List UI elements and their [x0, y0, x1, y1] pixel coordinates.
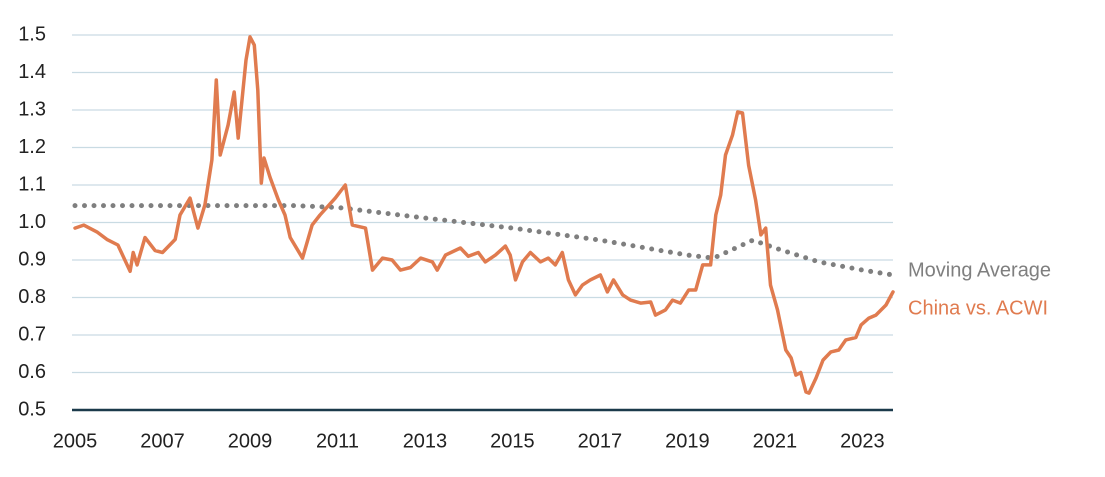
y-tick-label: 0.9: [18, 248, 46, 270]
x-tick-label: 2017: [578, 430, 623, 452]
y-tick-label: 1.0: [18, 211, 46, 233]
series-line: [73, 35, 895, 395]
legend-label: China vs. ACWI: [908, 297, 1048, 319]
y-tick-label: 1.1: [18, 173, 46, 195]
x-tick-label: 2023: [840, 430, 885, 452]
y-tick-label: 0.5: [18, 398, 46, 420]
x-tick-label: 2019: [665, 430, 710, 452]
y-tick-label: 1.2: [18, 136, 46, 158]
x-tick-label: 2011: [316, 430, 359, 452]
y-tick-label: 0.8: [18, 286, 46, 308]
y-tick-label: 1.4: [18, 61, 46, 83]
y-tick-label: 1.5: [18, 23, 46, 45]
x-tick-label: 2013: [403, 430, 448, 452]
y-tick-label: 0.7: [18, 323, 46, 345]
x-tick-label: 2005: [53, 430, 98, 452]
x-tick-label: 2009: [228, 430, 273, 452]
y-tick-label: 1.3: [18, 98, 46, 120]
legend-label: Moving Average: [908, 259, 1051, 281]
y-tick-label: 0.6: [18, 361, 46, 383]
x-tick-label: 2021: [753, 430, 798, 452]
series-line: [72, 203, 896, 278]
x-tick-label: 2015: [490, 430, 535, 452]
x-tick-label: 2007: [140, 430, 185, 452]
